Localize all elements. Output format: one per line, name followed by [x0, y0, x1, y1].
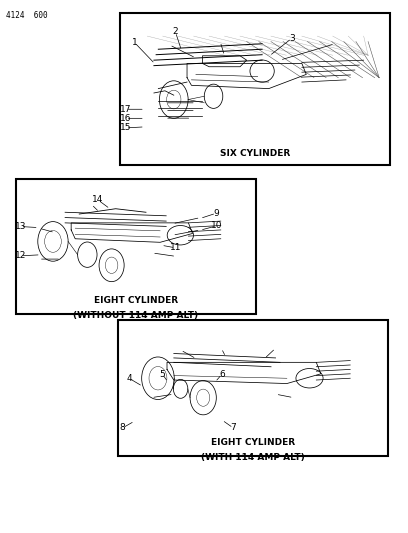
Text: (WITHOUT 114 AMP ALT): (WITHOUT 114 AMP ALT): [73, 311, 198, 320]
Text: 9: 9: [213, 209, 219, 217]
Text: 8: 8: [120, 424, 125, 432]
Text: 11: 11: [170, 244, 181, 252]
Bar: [16, 179, 256, 314]
Text: 2: 2: [173, 28, 178, 36]
Text: 14: 14: [92, 196, 104, 204]
Bar: [120, 13, 390, 165]
Text: 6: 6: [219, 370, 225, 378]
Text: (WITH 114 AMP ALT): (WITH 114 AMP ALT): [201, 453, 305, 462]
Text: 3: 3: [289, 34, 295, 43]
Text: 13: 13: [15, 222, 26, 231]
Text: 7: 7: [231, 424, 236, 432]
Text: 16: 16: [120, 114, 131, 123]
Bar: [118, 320, 388, 456]
Text: EIGHT CYLINDER: EIGHT CYLINDER: [211, 438, 295, 447]
Text: 10: 10: [211, 222, 222, 230]
Text: 1: 1: [132, 38, 137, 47]
Text: SIX CYLINDER: SIX CYLINDER: [220, 149, 290, 158]
Text: 4124  600: 4124 600: [6, 11, 48, 20]
Text: 15: 15: [120, 124, 131, 132]
Text: 12: 12: [15, 252, 26, 260]
Text: 5: 5: [160, 370, 165, 378]
Text: EIGHT CYLINDER: EIGHT CYLINDER: [94, 296, 178, 305]
Text: 17: 17: [120, 105, 131, 114]
Text: 4: 4: [126, 374, 132, 383]
